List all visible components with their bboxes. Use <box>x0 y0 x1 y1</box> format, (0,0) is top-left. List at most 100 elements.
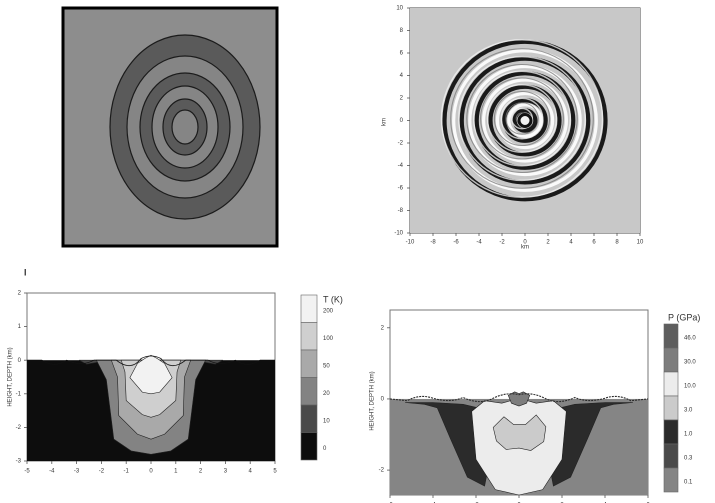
top-right-ring-10 <box>512 108 538 133</box>
top-right-ring-highlight-4 <box>472 70 571 167</box>
bottom-left-ytick-0: 2 <box>18 291 22 297</box>
bottom-left-ytick-3: -1 <box>16 391 22 397</box>
top-right-xtick-9: 8 <box>615 240 619 246</box>
bottom-left-ytick-4: -2 <box>16 425 22 431</box>
top-right-ring-highlight-9 <box>505 102 539 135</box>
top-right-xtick-2: -6 <box>453 240 459 246</box>
top-right-xtick-5: 0 <box>523 240 527 246</box>
bottom-left-xtick-7: 2 <box>199 469 203 475</box>
bottom-left-colorbar-swatch-4 <box>300 404 318 433</box>
top-right-ring-highlight-10 <box>510 107 534 130</box>
top-right-ring-highlight-3 <box>466 63 578 174</box>
top-left-rings <box>109 34 261 220</box>
top-right-ring-0 <box>442 39 608 202</box>
bottom-right-colorbar-label-6: 0.1 <box>684 480 693 486</box>
bottom-left-xtick-2: -3 <box>74 469 80 475</box>
top-right-xtick-10: 10 <box>637 240 644 246</box>
top-right-xlabel: km <box>521 245 529 251</box>
bottom-left-ytick-5: -3 <box>16 459 22 465</box>
top-right-ytick-10: -10 <box>394 231 403 237</box>
bottom-left-colorbar-label-1: 100 <box>323 336 334 342</box>
top-right-ytick-7: -4 <box>398 163 404 169</box>
bottom-right-colorbar-swatch-0 <box>663 323 679 349</box>
bottom-left-xtick-8: 3 <box>224 469 228 475</box>
bottom-right-ytick-0: 2 <box>381 325 385 331</box>
bottom-left-xtick-3: -2 <box>99 469 105 475</box>
top-right-ytick-1: 8 <box>400 28 404 34</box>
top-right-ring-8 <box>502 98 548 143</box>
top-right-ring-highlight-1 <box>450 48 594 189</box>
bottom-left-colorbar-title: T (K) <box>323 294 343 304</box>
top-right-ring-3 <box>468 64 582 177</box>
bottom-right-ytick-1: 0 <box>381 397 385 403</box>
panel-letter: I <box>24 267 27 277</box>
top-right-ring-5 <box>482 78 569 163</box>
bottom-right-colorbar-label-3: 3.0 <box>684 408 693 414</box>
top-right-xtick-7: 4 <box>569 240 573 246</box>
top-right-xtick-0: -10 <box>406 240 415 246</box>
bottom-left-colorbar-label-5: 0 <box>323 446 327 452</box>
bottom-right-surface <box>389 393 649 403</box>
bottom-left-xtick-1: -4 <box>49 469 55 475</box>
bottom-right-chart: -6-4-2024620-246.030.010.03.01.00.30.1 H… <box>370 309 700 503</box>
bottom-right-content: -6-4-2024620-246.030.010.03.01.00.30.1 <box>379 323 696 503</box>
bottom-left-xtick-9: 4 <box>249 469 253 475</box>
top-right-ring-highlight-5 <box>480 77 564 160</box>
bottom-right-colorbar-swatch-4 <box>663 419 679 445</box>
bottom-left-xtick-5: 0 <box>149 469 153 475</box>
bottom-right-colorbar-label-5: 0.3 <box>684 456 693 462</box>
top-right-ytick-8: -6 <box>398 186 404 192</box>
top-right-ylabel: km <box>382 118 388 126</box>
bottom-left-colorbar-swatch-2 <box>300 349 318 378</box>
bottom-right-colorbar-label-0: 46.0 <box>684 336 696 342</box>
top-right-ring-highlight-8 <box>500 97 544 140</box>
top-right-center-mark <box>517 113 533 128</box>
bottom-right-colorbar-swatch-3 <box>663 395 679 421</box>
top-right-ring-2 <box>459 56 591 185</box>
bottom-right-colorbar-swatch-1 <box>663 347 679 373</box>
top-right-ring-highlight-6 <box>486 84 558 153</box>
bottom-left-xtick-4: -1 <box>124 469 130 475</box>
top-right-xtick-6: 2 <box>546 240 550 246</box>
bottom-left-colorbar-swatch-1 <box>300 322 318 351</box>
top-right-ytick-6: -2 <box>398 141 404 147</box>
bottom-left-chart: I -5 -4 -3 -2 -1 0 1 2 3 4 5210-1-2-32001005020100… <box>8 267 343 475</box>
top-right-ring-highlight-7 <box>493 90 551 147</box>
bottom-left-panel: I -5 -4 -3 -2 -1 0 1 2 3 4 5 2 1 0 -1 -2 -3 200 100 50 20 10 0… <box>0 255 360 503</box>
bottom-right-colorbar-swatch-6 <box>663 467 679 493</box>
bottom-right-colorbar-title: P (GPa) <box>668 312 700 322</box>
top-right-ytick-5: 0 <box>400 118 404 124</box>
top-right-ring-9 <box>507 103 543 138</box>
bottom-right-layer-1 <box>544 402 633 487</box>
bottom-right-colorbar-label-2: 10.0 <box>684 384 696 390</box>
top-right-ring-highlight-2 <box>458 55 586 182</box>
bottom-right-ylabel: HEIGHT, DEPTH (km) <box>370 371 376 430</box>
top-right-content: -10 -8 -6 -4 -2 0 2 4 6 8 10 10 8 6 4 2 0 -2 -4 -6 -8 -10 <box>394 6 644 246</box>
top-right-ytick-2: 6 <box>400 51 404 57</box>
bottom-left-colorbar-label-2: 50 <box>323 364 330 370</box>
top-left-chart <box>61 6 279 248</box>
bottom-right-layer-3 <box>492 414 547 451</box>
top-right-xtick-8: 6 <box>592 240 596 246</box>
bottom-left-colorbar-label-4: 10 <box>323 419 330 425</box>
top-right-xtick-3: -4 <box>476 240 482 246</box>
top-right-xtick-1: -8 <box>430 240 436 246</box>
top-left-ring-5 <box>171 109 199 145</box>
bottom-left-xtick-10: 5 <box>273 469 277 475</box>
bottom-left-colorbar-swatch-3 <box>300 377 318 406</box>
bottom-right-colorbar-label-4: 1.0 <box>684 432 693 438</box>
bottom-right-colorbar-label-1: 30.0 <box>684 360 696 366</box>
top-right-xtick-4: -2 <box>499 240 505 246</box>
top-right-ring-highlight-0 <box>440 39 604 198</box>
bottom-left-surface <box>27 355 275 367</box>
top-right-ytick-9: -8 <box>398 208 404 214</box>
bottom-left-ytick-2: 0 <box>18 358 22 364</box>
bottom-left-colorbar-swatch-0 <box>300 294 318 323</box>
bottom-left-ytick-1: 1 <box>18 324 22 330</box>
bottom-right-panel: -6-4-2024620-246.030.010.03.01.00.30.1 H… <box>360 255 715 503</box>
bottom-right-colorbar-swatch-5 <box>663 443 679 469</box>
bottom-left-xtick-0: -5 <box>24 469 30 475</box>
bottom-left-colorbar-label-0: 200 <box>323 309 334 315</box>
bottom-left-layer-4 <box>129 354 173 395</box>
